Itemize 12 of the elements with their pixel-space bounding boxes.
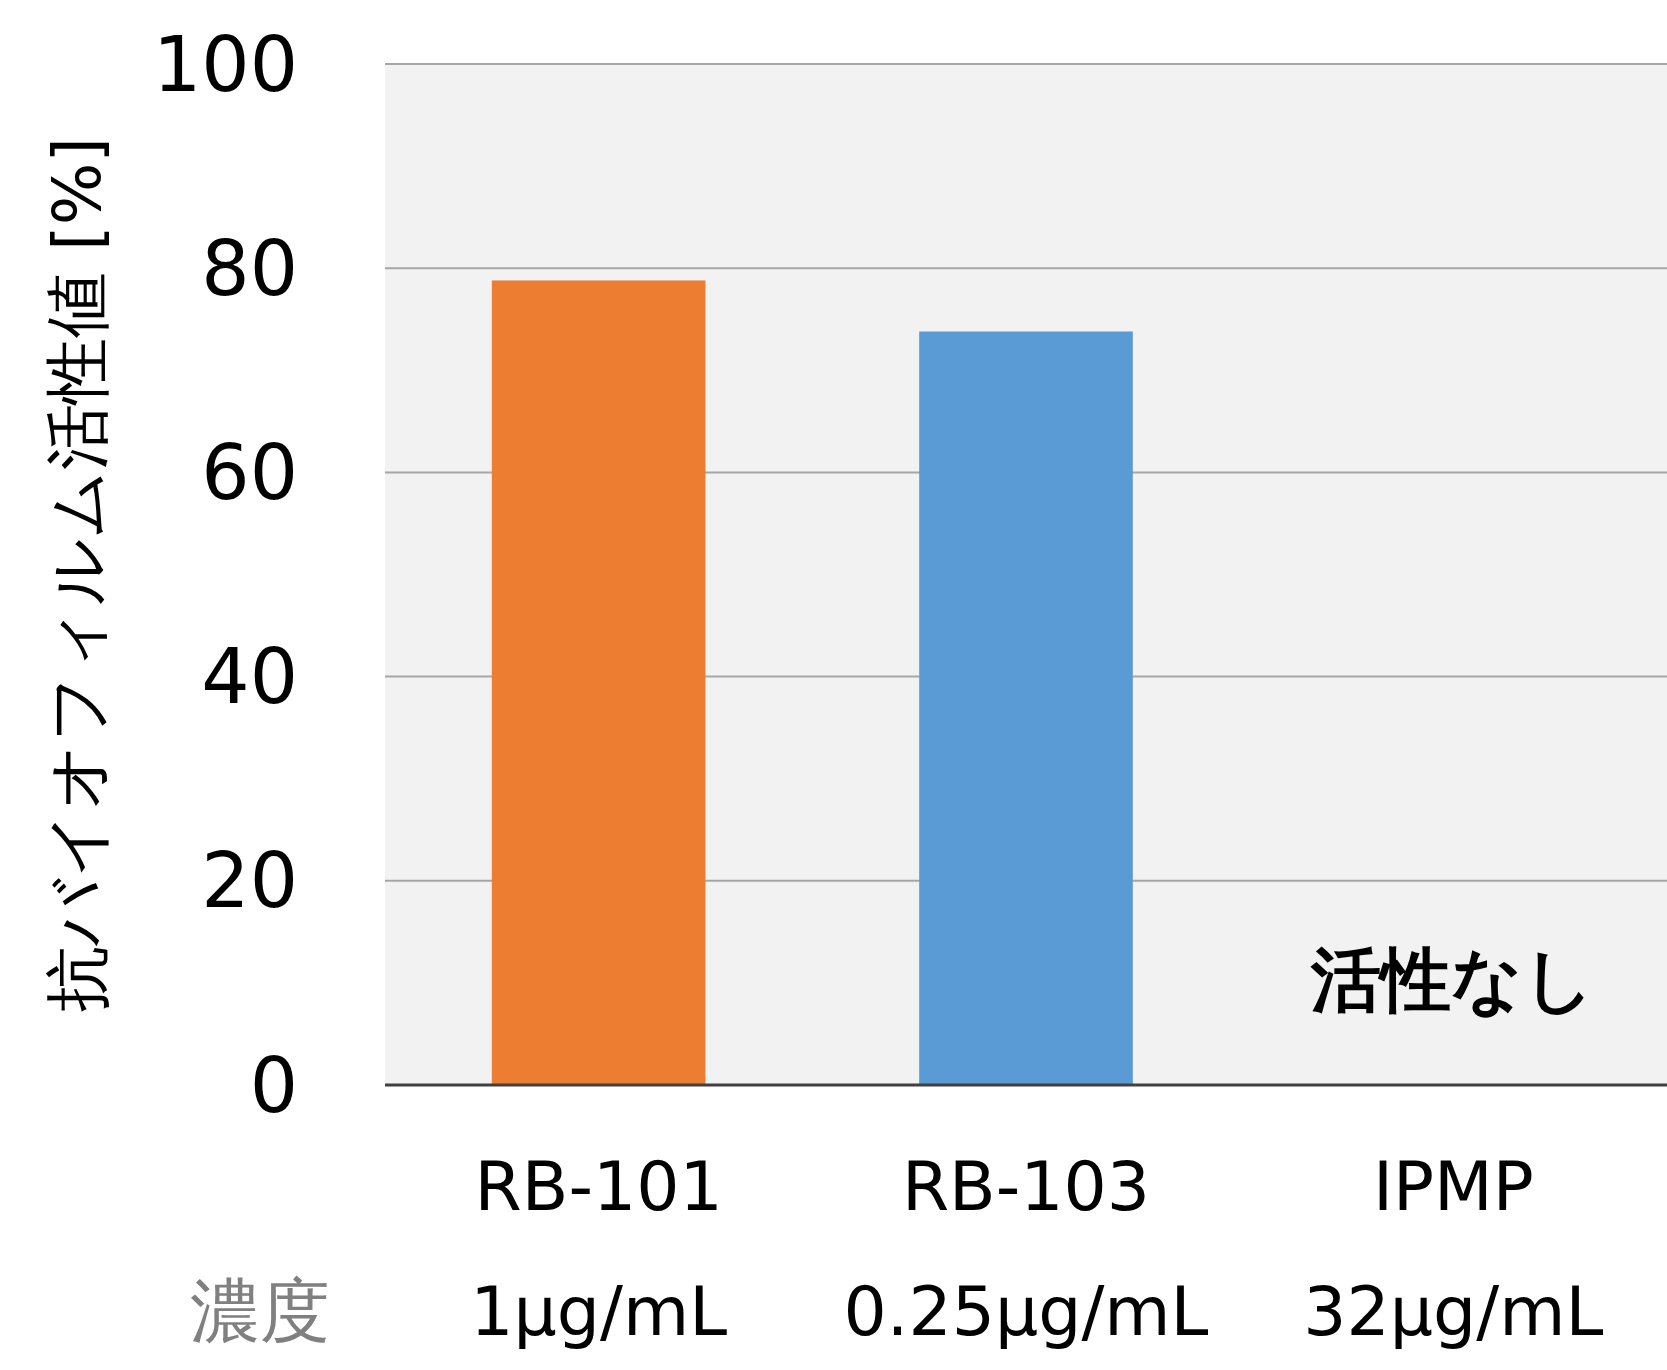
y-tick-label: 20: [201, 836, 298, 926]
x-tick-label: RB-103 0.25μg/mL: [843, 1147, 1209, 1351]
y-tick-label: 60: [201, 427, 298, 517]
y-tick-label: 80: [201, 223, 298, 313]
annotation: 活性なし: [1310, 939, 1596, 1021]
text: 濃度: [190, 1270, 330, 1352]
x-tick-label: IPMP 32μg/mL: [1303, 1147, 1604, 1351]
x-tick-label: RB-101 1μg/mL: [470, 1147, 728, 1351]
y-tick-label: 100: [152, 19, 298, 109]
y-axis-title: 抗バイオフィルム活性値 [%]: [39, 136, 116, 1013]
y-tick-label: 40: [201, 632, 298, 722]
y-tick-label: 0: [249, 1040, 298, 1130]
